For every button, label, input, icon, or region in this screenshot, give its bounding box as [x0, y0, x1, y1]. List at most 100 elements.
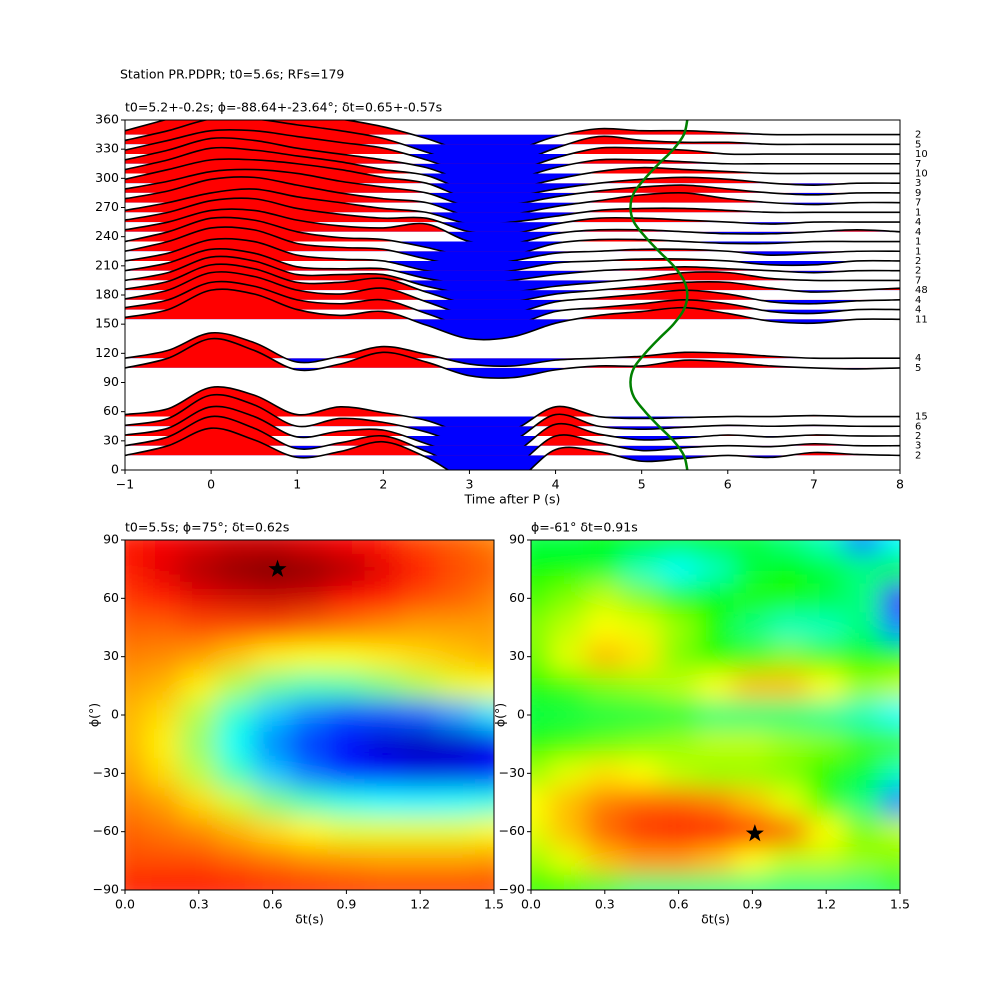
heatmap-cell	[696, 583, 735, 614]
heatmap-cell	[659, 729, 698, 760]
y-tick-label: 30	[103, 648, 119, 663]
heatmap-cell	[844, 670, 883, 701]
heatmap-cell	[364, 612, 403, 643]
heatmap-cell	[622, 554, 661, 585]
heatmap-cell	[733, 787, 772, 818]
heatmap-cell	[253, 845, 292, 876]
heatmap-cell	[216, 758, 255, 789]
count-label: 5	[915, 139, 921, 150]
heatmap-cell	[179, 641, 218, 672]
heatmap-cell	[179, 787, 218, 818]
count-label: 48	[915, 285, 928, 296]
heatmap-cell	[696, 670, 735, 701]
heatmap-cell	[548, 670, 587, 701]
y-tick-label: −30	[499, 765, 525, 780]
positive-fill	[125, 281, 900, 310]
heatmap-cell	[179, 758, 218, 789]
heatmap-cell	[807, 641, 846, 672]
y-tick-label: 0	[517, 707, 525, 722]
heatmap-cell	[179, 816, 218, 847]
heatmap-cell	[881, 787, 900, 818]
trace-line	[125, 337, 900, 379]
heatmap-cell	[770, 540, 809, 556]
heatmap-cell	[531, 874, 550, 890]
heatmap-cell	[622, 641, 661, 672]
best-star	[745, 824, 764, 842]
heatmap-cell	[659, 699, 698, 731]
heatmap-cell	[844, 874, 883, 890]
heatmap-cell	[548, 699, 587, 731]
heatmap-cell	[475, 845, 494, 876]
heatmap-cell	[327, 874, 366, 890]
heatmap-cell	[696, 699, 735, 731]
y-axis-label: ϕ(°)	[87, 703, 102, 727]
heatmap-cell	[216, 845, 255, 876]
heatmap-cell	[216, 729, 255, 760]
heatmap-cell	[125, 874, 144, 890]
heatmap-cell	[401, 670, 440, 701]
negative-fill	[125, 455, 900, 470]
heatmap-cell	[548, 540, 587, 556]
count-label: 4	[915, 227, 921, 238]
heatmap-cell	[142, 641, 181, 672]
heatmap-cell	[585, 729, 624, 760]
heatmap-cell	[807, 729, 846, 760]
heatmap-cell	[770, 670, 809, 701]
heatmap-cell	[548, 729, 587, 760]
heatmap-cell	[401, 641, 440, 672]
heatmap-cell	[531, 540, 550, 556]
heatmap-cell	[438, 699, 477, 731]
heatmap-cell	[327, 554, 366, 585]
y-tick-label: 270	[95, 199, 119, 214]
heatmap-cell	[659, 612, 698, 643]
heatmap-cell	[622, 845, 661, 876]
y-axis-label: ϕ(°)	[493, 703, 508, 727]
negative-fill	[125, 241, 900, 258]
heatmap-cells	[531, 540, 900, 890]
heatmap-cell	[216, 641, 255, 672]
heatmap-cell	[733, 758, 772, 789]
heatmap-cell	[364, 816, 403, 847]
heatmap-cell	[622, 670, 661, 701]
heatmap-cell	[585, 670, 624, 701]
heatmap-cell	[142, 540, 181, 556]
y-tick-label: 240	[95, 228, 119, 243]
heatmap-cell	[290, 874, 329, 890]
negative-fill	[426, 212, 814, 225]
heatmap-cell	[327, 641, 366, 672]
heatmap-cell	[216, 816, 255, 847]
heatmap-cell	[733, 874, 772, 890]
heatmap-cell	[770, 874, 809, 890]
heatmap-cell	[659, 540, 698, 556]
heatmap-cell	[475, 670, 494, 701]
heatmap-cell	[401, 787, 440, 818]
count-label: 2	[915, 431, 921, 442]
heatmap-cell	[807, 670, 846, 701]
heatmap-cell	[253, 612, 292, 643]
positive-fill	[125, 209, 900, 232]
heatmap-cell	[844, 583, 883, 614]
heatmap-cell	[475, 554, 494, 585]
heatmap-cell	[844, 729, 883, 760]
heatmap-cell	[475, 583, 494, 614]
heatmap-cell	[179, 612, 218, 643]
count-label: 3	[915, 441, 921, 452]
y-tick-label: 30	[509, 648, 525, 663]
count-label: 3	[915, 178, 921, 189]
heatmap-cell	[696, 641, 735, 672]
heatmap-cell	[401, 583, 440, 614]
heatmap-cell	[327, 699, 366, 731]
heatmap-cell	[807, 787, 846, 818]
heatmap-cell	[531, 554, 550, 585]
heatmap-cell	[142, 583, 181, 614]
heatmap-cell	[733, 641, 772, 672]
x-tick-label: 0.6	[263, 897, 283, 912]
y-tick-label: −60	[499, 823, 525, 838]
heatmap-cell	[179, 540, 218, 556]
x-tick-label: 1	[293, 477, 301, 492]
heatmap-cell	[364, 758, 403, 789]
heatmap-cell	[622, 787, 661, 818]
positive-fill	[125, 289, 900, 320]
heatmap-cell	[531, 787, 550, 818]
heatmap-cell	[770, 845, 809, 876]
